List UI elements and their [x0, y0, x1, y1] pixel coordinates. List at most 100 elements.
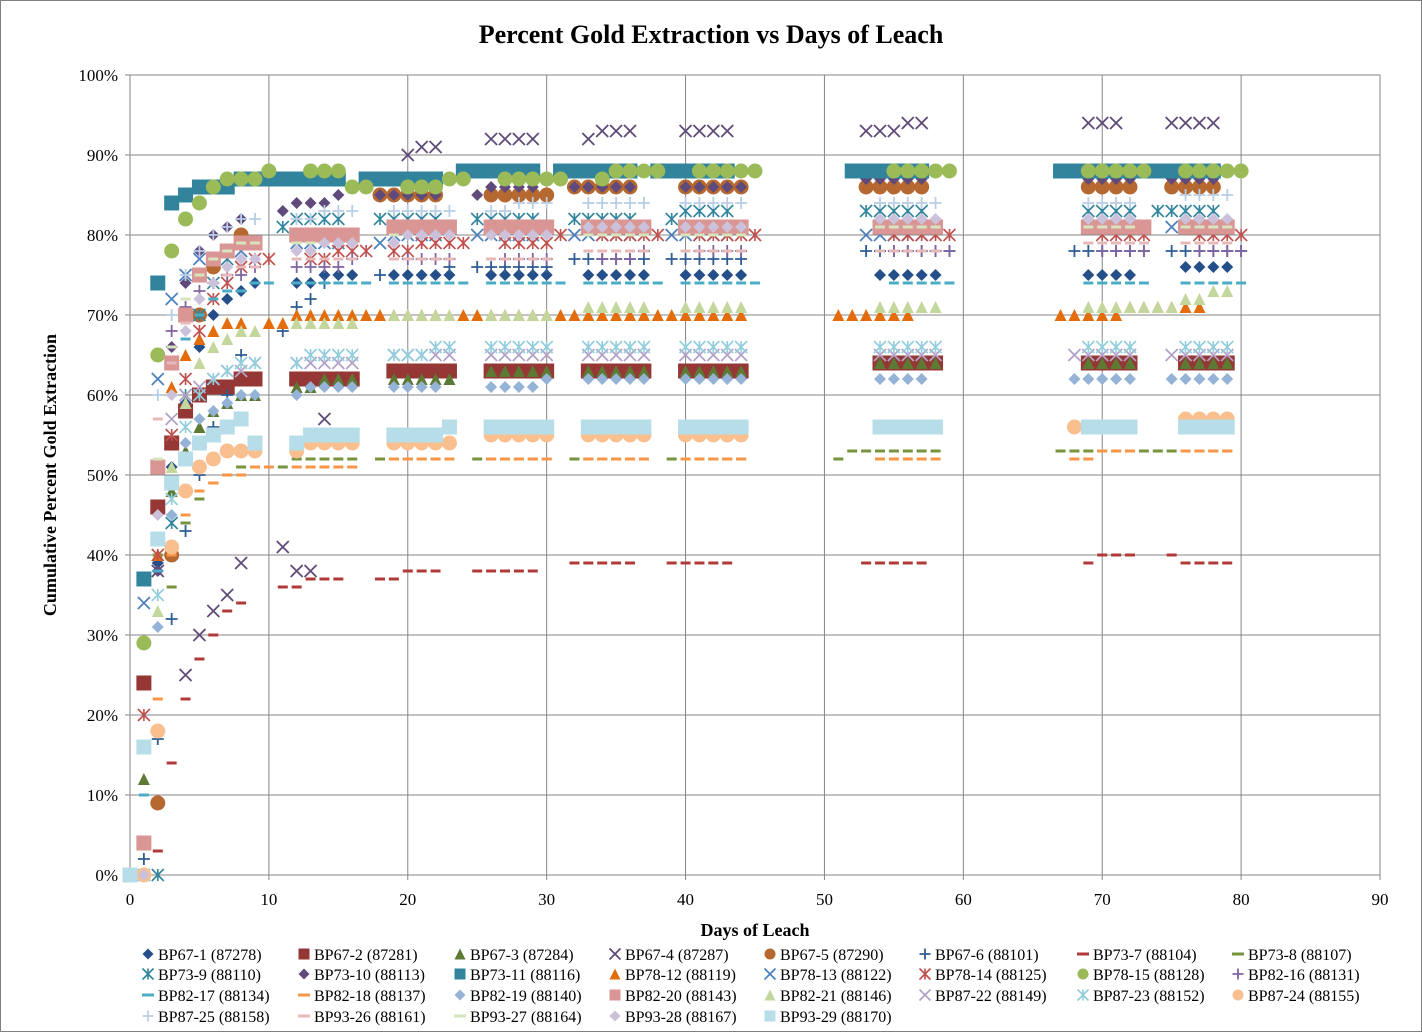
data-point	[428, 140, 443, 154]
y-tick-label: 100%	[78, 66, 118, 85]
data-point	[597, 233, 608, 237]
data-point	[513, 281, 524, 285]
data-point	[304, 261, 317, 273]
data-point	[178, 451, 194, 467]
data-point	[443, 205, 456, 217]
data-point	[221, 261, 234, 273]
data-point	[472, 569, 483, 573]
data-point	[637, 365, 650, 377]
data-point	[901, 213, 914, 225]
data-point	[1194, 241, 1205, 245]
data-point	[942, 228, 957, 242]
data-point	[222, 473, 233, 477]
data-point	[874, 213, 886, 225]
legend-label: BP82-18 (88137)	[314, 988, 426, 1005]
data-point	[1066, 163, 1082, 179]
data-point	[928, 163, 944, 179]
data-point	[443, 229, 456, 241]
data-point	[346, 317, 359, 329]
y-tick-label: 40%	[87, 546, 118, 565]
series-16	[138, 281, 1247, 797]
data-point	[386, 171, 402, 187]
data-point	[622, 163, 638, 179]
data-point	[1179, 357, 1192, 369]
data-point	[720, 340, 734, 354]
legend-label: BP87-24 (88155)	[1248, 988, 1360, 1005]
data-point	[316, 427, 332, 443]
legend-label: BP82-17 (88134)	[158, 988, 270, 1005]
legend-item: BP93-29 (88170)	[764, 1009, 892, 1026]
data-point	[193, 413, 206, 425]
data-point	[1208, 449, 1219, 453]
data-point	[1221, 373, 1234, 385]
data-point	[207, 325, 220, 337]
legend-label: BP82-20 (88143)	[625, 988, 737, 1005]
data-point	[303, 348, 318, 362]
data-point	[1068, 309, 1081, 321]
data-point	[483, 219, 499, 235]
data-point	[429, 229, 442, 241]
data-point	[416, 569, 427, 573]
grid	[125, 74, 1381, 880]
data-point	[346, 309, 359, 321]
data-point	[582, 309, 595, 321]
data-point	[928, 340, 943, 354]
data-point	[1068, 373, 1081, 385]
data-point	[276, 220, 290, 234]
data-point	[623, 124, 637, 138]
data-point	[332, 189, 345, 201]
data-point	[680, 457, 691, 461]
x-tick-label: 50	[816, 890, 833, 909]
series-28	[122, 411, 1235, 883]
y-tick-labels: 0% 10% 20% 30% 40% 50% 60% 70% 80% 90% 100%	[78, 66, 118, 885]
data-point	[694, 561, 705, 565]
data-point	[1095, 116, 1109, 130]
data-point	[638, 281, 649, 285]
data-point	[500, 569, 510, 573]
data-point	[164, 539, 180, 555]
data-point	[318, 237, 331, 249]
data-point	[1193, 213, 1206, 225]
data-point	[235, 269, 248, 281]
data-point	[205, 179, 221, 195]
series-14	[136, 163, 1249, 651]
x-tick-label: 70	[1094, 890, 1111, 909]
data-point	[344, 427, 360, 443]
data-point	[206, 604, 220, 618]
data-point	[331, 348, 345, 362]
data-point	[930, 449, 941, 453]
data-point	[915, 213, 928, 225]
data-point	[346, 269, 359, 281]
data-point	[581, 132, 595, 146]
data-point	[1096, 213, 1109, 225]
data-point	[722, 281, 733, 285]
x-tick-labels: 0 10 20 30 40 50 60 70 80 90	[126, 890, 1389, 909]
data-point	[207, 341, 220, 353]
data-point	[1138, 449, 1149, 453]
data-point	[1193, 261, 1206, 273]
data-point	[665, 309, 678, 321]
data-point	[347, 465, 358, 469]
data-point	[540, 269, 553, 281]
data-point	[1207, 213, 1220, 225]
data-point	[1192, 340, 1207, 354]
data-point	[1138, 241, 1149, 245]
data-point	[222, 289, 233, 293]
data-point	[1180, 225, 1191, 229]
data-point	[374, 189, 386, 201]
data-point	[289, 435, 305, 451]
data-point	[525, 171, 541, 187]
legend-label: BP93-29 (88170)	[780, 1009, 892, 1026]
data-point	[637, 221, 650, 233]
data-point	[887, 309, 900, 321]
data-point	[914, 179, 930, 195]
data-point	[902, 225, 913, 229]
legend-item: BP67-6 (88101)	[919, 947, 1039, 964]
data-point	[597, 249, 608, 253]
data-point	[875, 561, 885, 565]
data-point	[1082, 213, 1095, 225]
data-point	[430, 281, 441, 285]
data-point	[886, 419, 902, 435]
data-point	[1193, 301, 1206, 313]
data-point	[1193, 293, 1206, 305]
